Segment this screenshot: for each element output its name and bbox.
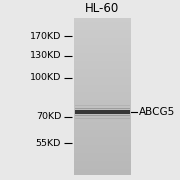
Bar (74, 120, 131, 122)
Bar (74, 163, 131, 165)
Bar (74, 137, 131, 139)
Bar (74, 18, 131, 20)
Bar (74, 171, 131, 173)
Bar (74, 36, 131, 38)
Bar (74, 28, 131, 30)
Bar (74, 92, 131, 94)
Bar (74, 130, 131, 132)
Bar (74, 96, 131, 98)
Bar (74, 134, 131, 135)
Bar (74, 94, 131, 96)
Bar (74, 67, 131, 69)
Bar (74, 167, 131, 169)
Bar (74, 139, 131, 141)
Text: 170KD: 170KD (30, 31, 61, 40)
Bar (74, 43, 131, 45)
Bar (74, 116, 131, 118)
Bar (74, 173, 131, 175)
Bar (74, 132, 131, 134)
Bar (74, 155, 131, 157)
Bar (74, 69, 131, 71)
Bar (74, 145, 131, 147)
Bar (74, 128, 131, 130)
Bar (74, 77, 131, 79)
Bar (74, 87, 131, 88)
Bar (74, 24, 131, 26)
Bar (75, 115, 130, 116)
Bar (74, 161, 131, 163)
Bar (74, 124, 131, 126)
Bar (74, 81, 131, 83)
Bar (74, 85, 131, 87)
Bar (74, 42, 131, 43)
Bar (74, 53, 131, 55)
Bar (74, 89, 131, 90)
Bar (74, 114, 131, 116)
Bar (74, 106, 131, 108)
Bar (74, 98, 131, 100)
Bar (74, 110, 131, 112)
Bar (74, 71, 131, 73)
Bar (74, 108, 131, 110)
Bar (74, 90, 131, 92)
Bar (74, 75, 131, 77)
Bar (74, 169, 131, 171)
Bar (74, 73, 131, 75)
Bar (74, 159, 131, 161)
Bar (74, 32, 131, 34)
Bar (74, 63, 131, 65)
Text: 55KD: 55KD (36, 139, 61, 148)
Bar (74, 135, 131, 137)
Bar (74, 51, 131, 53)
Bar (74, 49, 131, 51)
Bar (74, 65, 131, 67)
Bar (74, 40, 131, 42)
Bar (74, 118, 131, 120)
Bar (74, 79, 131, 81)
Bar (74, 30, 131, 32)
Bar (74, 104, 131, 106)
Bar (74, 143, 131, 145)
Bar (74, 112, 131, 114)
Bar (74, 147, 131, 149)
Bar (74, 83, 131, 85)
Text: 70KD: 70KD (36, 112, 61, 121)
Bar (74, 100, 131, 102)
Bar (74, 26, 131, 28)
Bar (74, 153, 131, 155)
Bar (74, 57, 131, 59)
Bar (74, 165, 131, 167)
Text: 130KD: 130KD (30, 51, 61, 60)
Text: ABCG5: ABCG5 (139, 107, 175, 117)
Bar (74, 22, 131, 24)
Bar (75, 110, 130, 114)
Text: 100KD: 100KD (30, 73, 61, 82)
Bar (74, 38, 131, 40)
Bar (74, 102, 131, 104)
Bar (74, 157, 131, 159)
Text: HL-60: HL-60 (85, 2, 119, 15)
Bar (75, 118, 130, 119)
Bar (74, 149, 131, 151)
Bar (74, 59, 131, 61)
Bar (74, 122, 131, 124)
Bar (75, 105, 130, 106)
Bar (74, 45, 131, 47)
Bar (74, 47, 131, 49)
Bar (74, 20, 131, 22)
Bar (74, 61, 131, 63)
Bar (74, 55, 131, 57)
Bar (74, 141, 131, 143)
Bar (74, 151, 131, 153)
Bar (74, 34, 131, 36)
Bar (74, 126, 131, 128)
Bar (75, 108, 130, 109)
